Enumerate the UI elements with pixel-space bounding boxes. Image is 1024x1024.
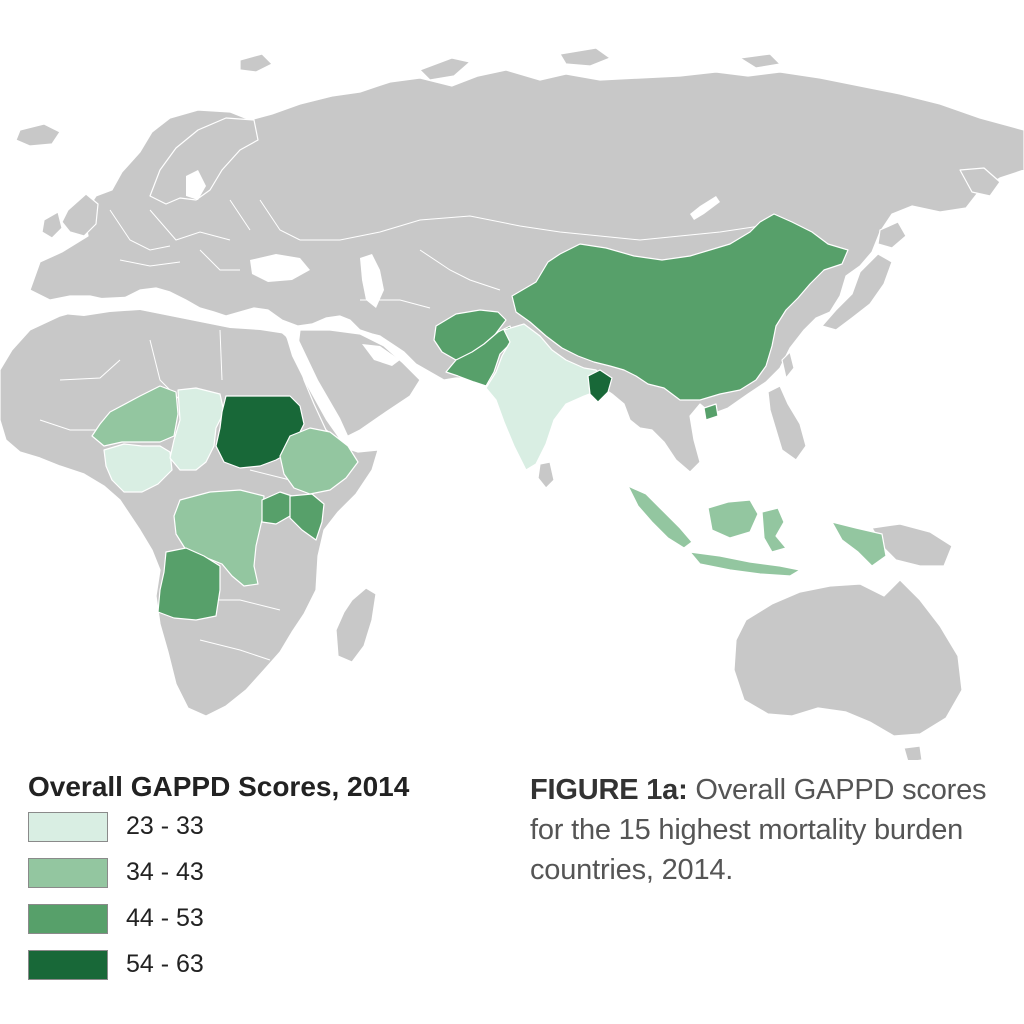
legend-label: 23 - 33 [126,812,204,840]
caspian-sea [360,254,384,308]
caption-text-1: Overall GAPPD scores [687,774,987,806]
highlighted-countries [91,213,887,621]
country-china [511,213,849,401]
caption-line-1: FIGURE 1a: Overall GAPPD scores [530,770,1020,810]
country-india [485,323,605,471]
british-isles [61,193,99,237]
country-china-hainan [703,403,719,421]
persian-gulf [362,344,400,366]
taiwan [781,351,795,379]
legend-swatch [28,858,108,888]
iceland [15,123,61,147]
black-sea [250,254,310,282]
legend-title: Overall GAPPD Scores, 2014 [28,771,410,802]
legend-item: 34 - 43 [28,850,498,896]
country-sudan [215,395,305,469]
country-bangladesh [587,369,613,403]
eurasia-landmass [29,69,1024,473]
ireland [41,211,63,239]
mediterranean-sea [60,296,286,334]
japan [821,253,893,331]
madagascar-landmass [335,587,377,663]
legend-item: 23 - 33 [28,804,498,850]
country-pakistan [445,325,515,387]
country-chad [169,387,225,471]
country-nigeria [103,443,173,493]
australia [733,579,963,737]
novaya-zemlya [419,57,471,81]
red-sea [286,336,350,440]
sri-lanka [537,461,555,489]
philippines [767,385,807,461]
country-ethiopia [279,427,359,495]
svalbard [239,53,273,73]
country-indonesia-sulawesi [761,507,787,553]
legend-item: 44 - 53 [28,896,498,942]
country-kenya [289,493,325,541]
country-indonesia-sumatra [627,485,693,549]
lake-baikal [690,196,720,220]
legend-swatch [28,812,108,842]
russia-borders [300,215,761,309]
legend-label: 44 - 53 [126,904,204,932]
caption-line-3: countries, 2014. [530,854,734,886]
europe-borders [109,199,301,271]
tasmania [903,745,923,760]
world-map [0,47,1024,760]
country-indonesia-java [689,551,801,577]
legend-swatch [28,950,108,980]
map-legend: Overall GAPPD Scores, 2014 23 - 33 34 - … [28,770,498,988]
baltic-sea [186,170,206,200]
country-niger [91,385,179,447]
country-indonesia-papua [831,521,887,567]
figure-caption: FIGURE 1a: Overall GAPPD scores for the … [530,770,1020,890]
scandinavia [149,117,259,205]
legend-item: 54 - 63 [28,942,498,988]
caption-line-2: for the 15 highest mortality burden [530,814,964,846]
hokkaido [877,221,907,249]
legend-label: 34 - 43 [126,858,204,886]
legend-label: 54 - 63 [126,950,204,978]
new-siberian-islands [739,53,781,69]
new-guinea [871,523,953,567]
legend-swatch [28,904,108,934]
caption-figure-label: FIGURE 1a: [530,774,688,806]
country-dr-congo [173,489,265,587]
country-indonesia-borneo [707,499,759,539]
severnaya-zemlya [559,47,611,67]
country-angola [157,547,221,621]
kamchatka [959,167,1001,197]
